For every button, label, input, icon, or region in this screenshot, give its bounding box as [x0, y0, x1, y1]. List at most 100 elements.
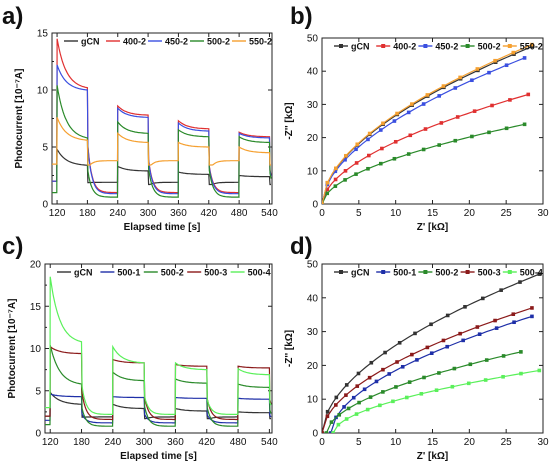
data-point	[530, 306, 534, 310]
data-point	[379, 128, 383, 132]
data-point	[463, 305, 467, 309]
data-point	[351, 395, 356, 400]
data-point	[381, 390, 385, 394]
legend-label: 450-2	[165, 37, 188, 47]
data-point	[354, 147, 358, 152]
data-point	[329, 420, 334, 424]
data-point	[453, 86, 458, 90]
data-point	[324, 431, 329, 433]
data-point	[410, 102, 414, 106]
legend-label: gCN	[74, 268, 93, 278]
y-tick-label: 30	[307, 100, 319, 111]
legend-label: gCN	[81, 37, 100, 47]
data-point	[344, 383, 349, 387]
x-tick-label: 540	[261, 437, 278, 448]
x-tick-label: 0	[319, 437, 325, 448]
data-point	[501, 374, 505, 379]
data-point	[441, 338, 446, 343]
x-axis-label: Elapsed time [s]	[124, 222, 201, 233]
series-line-500-3	[45, 345, 272, 421]
data-point	[343, 169, 348, 173]
series-line-500-4	[332, 369, 540, 433]
data-point	[355, 384, 360, 388]
data-point	[374, 379, 379, 384]
data-point	[512, 320, 516, 325]
data-point	[508, 98, 512, 102]
data-point	[415, 358, 419, 362]
x-tick-label: 180	[79, 208, 96, 219]
data-point	[344, 153, 348, 158]
data-point	[504, 126, 509, 131]
data-point	[493, 58, 497, 63]
x-tick-label: 15	[427, 437, 439, 448]
legend-label: 550-2	[249, 37, 272, 47]
data-point	[452, 366, 457, 371]
x-tick-label: 30	[537, 437, 549, 448]
y-tick-label: 10	[307, 166, 319, 177]
data-point	[445, 344, 449, 349]
legend-label: 500-3	[204, 268, 227, 278]
data-point	[408, 133, 413, 138]
data-point	[380, 146, 384, 151]
legend-label: 500-1	[117, 268, 140, 278]
y-tick-label: 40	[307, 67, 319, 78]
data-point	[461, 338, 465, 343]
data-point	[397, 340, 402, 345]
x-tick-label: 120	[49, 208, 66, 219]
data-point	[519, 371, 523, 376]
series-line-gCN	[322, 45, 533, 204]
data-point	[322, 431, 324, 433]
x-tick-label: 20	[464, 437, 476, 448]
y-tick-label: 0	[312, 200, 318, 211]
data-point	[445, 313, 450, 318]
series-line-gCN	[45, 390, 271, 420]
y-axis-label: Photocurrent [10⁻⁷A]	[14, 69, 25, 169]
legend-marker	[381, 44, 386, 48]
legend-marker	[465, 44, 470, 48]
data-point	[406, 152, 411, 156]
x-axis-label: Z' [kΩ]	[417, 451, 449, 462]
series-line-gCN	[52, 147, 271, 186]
x-tick-label: 10	[390, 208, 402, 219]
data-point	[395, 360, 399, 364]
data-point	[537, 272, 542, 276]
y-tick-label: 50	[307, 34, 319, 45]
data-point	[522, 56, 527, 60]
data-point	[392, 156, 397, 161]
data-point	[325, 180, 330, 185]
data-point	[336, 422, 341, 427]
legend-marker	[507, 270, 512, 274]
data-point	[437, 143, 441, 147]
data-point	[334, 166, 338, 171]
legend-marker	[507, 44, 512, 48]
data-point	[487, 130, 491, 135]
legend-label: 500-4	[248, 268, 271, 278]
data-point	[333, 177, 338, 182]
data-point	[404, 395, 409, 400]
series-line-400-2	[52, 38, 272, 194]
data-point	[511, 312, 516, 316]
x-tick-label: 480	[231, 208, 248, 219]
legend-label: gCN	[351, 268, 370, 278]
data-point	[421, 102, 426, 106]
data-point	[526, 92, 531, 97]
y-tick-label: 10	[37, 86, 49, 97]
series-line-500-2	[325, 351, 522, 433]
data-point	[325, 414, 330, 419]
data-point	[392, 119, 397, 123]
data-point	[530, 314, 534, 319]
y-tick-label: 5	[42, 143, 48, 154]
data-point	[429, 351, 434, 355]
data-point	[501, 354, 506, 358]
data-point	[519, 350, 523, 354]
data-point	[344, 393, 348, 397]
data-point	[379, 161, 383, 166]
plot-frame	[321, 263, 544, 434]
data-point	[333, 169, 338, 174]
legend-marker	[423, 270, 428, 274]
legend-label: 500-2	[435, 268, 458, 278]
panel-label: a)	[2, 3, 23, 30]
data-point	[522, 122, 527, 127]
data-point	[369, 360, 374, 365]
legend-label: 450-2	[435, 42, 458, 52]
